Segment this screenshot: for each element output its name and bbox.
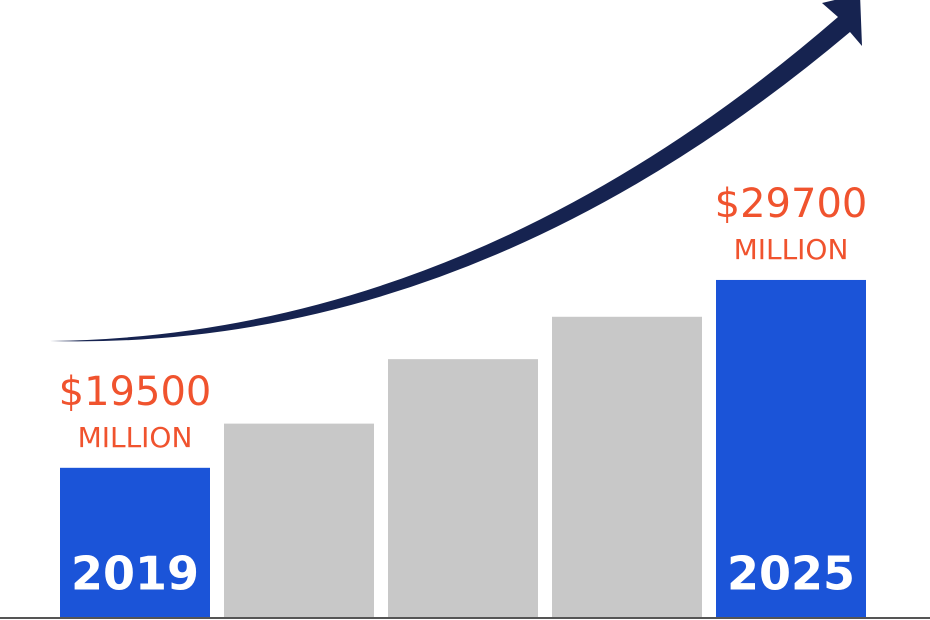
bar — [388, 359, 538, 617]
bar — [60, 467, 210, 617]
value-label: $19500 — [59, 369, 212, 415]
bar — [716, 279, 866, 617]
value-unit: MILLION — [78, 421, 193, 454]
value-label: $29700 — [715, 181, 868, 227]
year-label: 2025 — [727, 547, 855, 601]
bar — [224, 423, 374, 617]
value-unit: MILLION — [734, 233, 849, 266]
bar — [552, 316, 702, 617]
year-label: 2019 — [71, 547, 199, 601]
